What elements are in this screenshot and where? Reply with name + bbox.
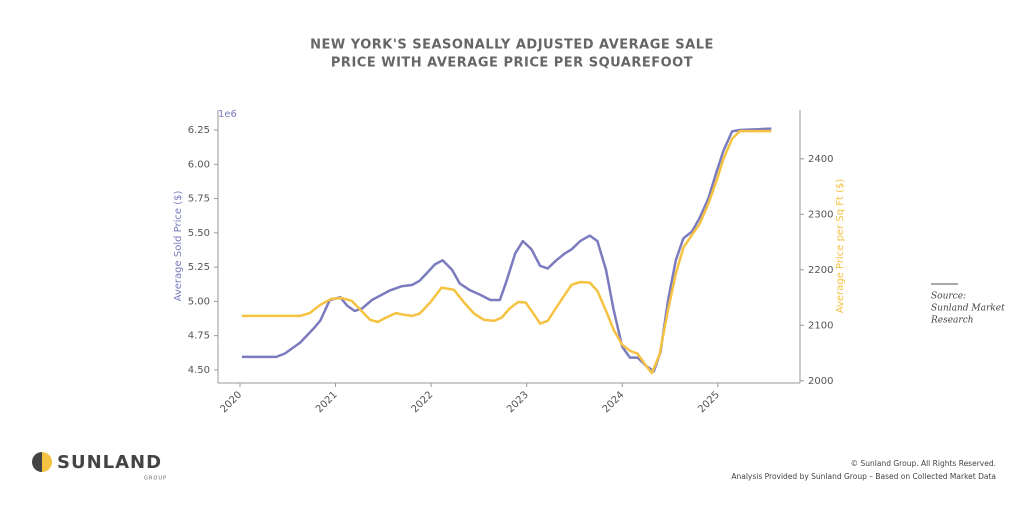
series-line (241, 129, 772, 375)
y2-tick-label: 2400 (808, 154, 833, 165)
source: Research (930, 316, 974, 326)
y2-tick-label: 2100 (808, 320, 833, 331)
y-tick-label: 5.50 (188, 228, 210, 239)
logo-half (42, 452, 52, 472)
y2-tick-label: 2300 (808, 209, 833, 220)
y-tick-label: 4.50 (188, 365, 210, 376)
chart-title: NEW YORK'S SEASONALLY ADJUSTED AVERAGE S… (310, 38, 714, 53)
y2-tick-label: 2000 (808, 376, 833, 387)
logo: SUNLAND GROUP (32, 452, 167, 482)
x-tick-label: 2020 (218, 389, 244, 415)
y-tick-label: 6.00 (188, 159, 210, 170)
logo-sub: GROUP (144, 476, 167, 482)
y-tick-label: 5.25 (188, 262, 210, 273)
y-tick-label: 6.25 (188, 125, 210, 136)
logo-half (32, 452, 42, 472)
x-tick-label: 2025 (696, 389, 722, 415)
y-tick-label: 4.75 (188, 331, 210, 342)
x-tick-label: 2021 (314, 389, 340, 415)
y2-axis-label: Average Price per Sq Ft ($) (835, 179, 846, 314)
y-axis-label: Average Sold Price ($) (173, 191, 184, 302)
x-tick-label: 2023 (505, 389, 531, 415)
source: Sunland Market (931, 304, 1005, 314)
y-tick-label: 5.75 (188, 194, 210, 205)
y2-tick-label: 2200 (808, 265, 833, 276)
logo-text: SUNLAND (57, 452, 162, 473)
chart-title: PRICE WITH AVERAGE PRICE PER SQUAREFOOT (331, 56, 693, 71)
source: Source: (931, 292, 966, 302)
footer: © Sunland Group. All Rights Reserved. (851, 459, 996, 468)
y-offset-label: 1e6 (218, 109, 237, 120)
x-tick-label: 2024 (601, 389, 627, 415)
footer: Analysis Provided by Sunland Group – Bas… (731, 472, 996, 481)
x-tick-label: 2022 (410, 389, 436, 415)
series-line (241, 127, 772, 373)
y-tick-label: 5.00 (188, 296, 210, 307)
